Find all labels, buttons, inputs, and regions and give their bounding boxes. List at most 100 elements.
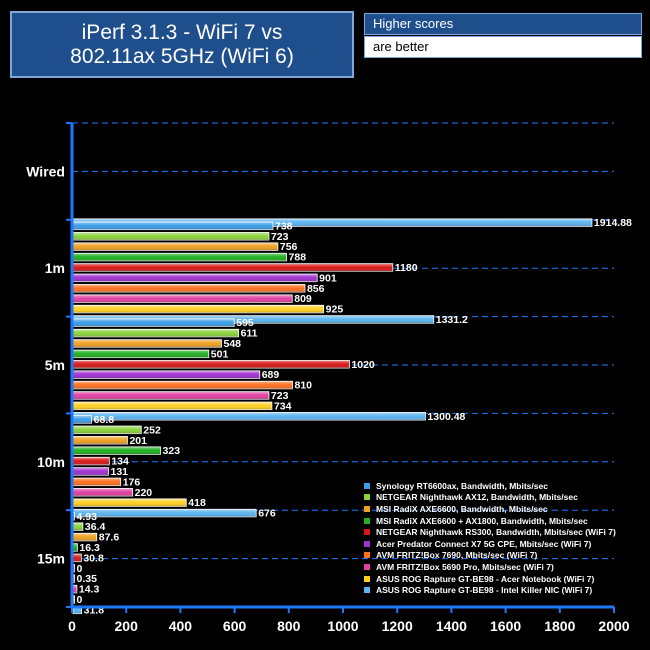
- bar-shine: [73, 415, 92, 424]
- bar-value-label: 501: [211, 348, 229, 360]
- bars-layer: [72, 218, 593, 615]
- bar-shine: [73, 595, 75, 604]
- bar-shine: [73, 446, 161, 455]
- bar-value-label: 131: [111, 466, 129, 478]
- category-label: 15m: [37, 551, 65, 567]
- bar-value-label: 548: [224, 338, 242, 350]
- legend-swatch: [364, 529, 370, 536]
- bar-value-label: 756: [280, 241, 298, 253]
- bar-shine: [73, 412, 426, 421]
- bar-value-label: 87.6: [99, 532, 120, 544]
- bar-shine: [73, 478, 121, 486]
- bar-shine: [73, 329, 239, 337]
- bar-value-label: 723: [271, 231, 289, 243]
- bar-shine: [73, 426, 142, 434]
- bar-shine: [73, 350, 209, 358]
- bar-shine: [73, 315, 434, 324]
- x-tick-label: 1800: [544, 618, 575, 634]
- legend-swatch: [364, 505, 370, 512]
- bar-shine: [73, 381, 293, 389]
- legend-label: NETGEAR Nighthawk AX12, Bandwidth, Mbits…: [376, 492, 578, 503]
- bar-shine: [73, 284, 305, 293]
- bar-shine: [73, 554, 82, 562]
- bar-shine: [73, 253, 287, 261]
- bar-shine: [73, 606, 82, 614]
- bar-value-label: 36.4: [85, 521, 106, 533]
- legend-label: MSI RadiX AXE6600 + AX1800, Bandwidth, M…: [376, 515, 588, 526]
- category-label: Wired: [26, 163, 65, 179]
- bar-value-label: 689: [262, 369, 280, 381]
- axis-layer: Wired 1m 5m 10m 15m 0 200 400 600 800 1000 1200 1400…: [26, 122, 630, 634]
- bar-value-label: 925: [326, 304, 344, 316]
- x-tick-label: 600: [223, 618, 247, 634]
- x-tick-label: 0: [68, 618, 76, 634]
- legend-swatch: [364, 517, 370, 524]
- legend-swatch: [364, 563, 370, 570]
- bar-value-label: 134: [111, 456, 129, 468]
- bar-value-label: 68.8: [94, 414, 115, 426]
- legend-item: AVM FRITZ!Box 5690 Pro, Mbits/sec (WiFi …: [364, 561, 644, 573]
- bar-value-label: 595: [236, 317, 254, 329]
- x-tick-label: 200: [115, 618, 139, 634]
- bar-shine: [73, 294, 293, 303]
- chart-legend: Synology RT6600ax, Bandwidth, Mbits/sec N…: [364, 480, 644, 596]
- bar-shine: [73, 391, 269, 400]
- bar-value-label: 611: [241, 328, 258, 340]
- legend-label: AVM FRITZ!Box 5690 Pro, Mbits/sec (WiFi …: [376, 561, 554, 572]
- bar-value-label: 1020: [351, 359, 375, 371]
- legend-label: ASUS ROG Rapture GT-BE98 - Intel Killer …: [376, 585, 593, 596]
- bar-value-label: 788: [289, 252, 307, 264]
- value-labels-layer: 1914.8873872375678811809018568099251331.…: [77, 217, 633, 616]
- bar-value-label: 1180: [395, 262, 418, 274]
- bar-shine: [73, 509, 257, 517]
- legend-swatch: [364, 540, 370, 547]
- legend-item: Synology RT6600ax, Bandwidth, Mbits/sec: [364, 480, 644, 492]
- bar-shine: [73, 222, 273, 230]
- bar-value-label: 809: [294, 293, 312, 305]
- legend-item: MSI RadiX AXE6600, Bandwidth, Mbits/sec: [364, 503, 644, 515]
- bar-value-label: 856: [307, 283, 325, 295]
- bar-value-label: 30.8: [83, 552, 104, 564]
- bar-value-label: 252: [143, 424, 161, 436]
- legend-label: Acer Predator Connect X7 5G CPE, Mbits/s…: [376, 538, 592, 549]
- bar-shine: [73, 488, 133, 497]
- bar-value-label: 14.3: [79, 584, 100, 596]
- bar-value-label: 1331.2: [436, 314, 468, 326]
- legend-swatch: [364, 494, 370, 501]
- legend-label: ASUS ROG Rapture GT-BE98 - Acer Notebook…: [376, 573, 595, 584]
- legend-item: NETGEAR Nighthawk RS300, Bandwidth, Mbit…: [364, 526, 644, 538]
- bar-shine: [73, 339, 222, 348]
- legend-swatch: [364, 587, 370, 594]
- bar-value-label: 1300.48: [427, 411, 465, 423]
- legend-swatch: [364, 575, 370, 582]
- x-tick-label: 1200: [382, 618, 413, 634]
- chart-title-line2: 802.11ax 5GHz (WiFi 6): [70, 44, 294, 68]
- bar-shine: [73, 318, 235, 327]
- bar-shine: [73, 263, 393, 272]
- bar-shine: [73, 360, 350, 369]
- bar-shine: [73, 436, 128, 445]
- bar-value-label: 0.35: [77, 573, 98, 585]
- bar-value-label: 220: [135, 487, 153, 499]
- bar-value-label: 418: [188, 497, 206, 509]
- legend-item: AVM FRITZ!Box 7690, Mbits/sec (WiFi 7): [364, 550, 644, 562]
- bar-shine: [73, 522, 83, 531]
- bar-value-label: 810: [295, 380, 313, 392]
- legend-label: Synology RT6600ax, Bandwidth, Mbits/sec: [376, 480, 548, 491]
- legend-label: NETGEAR Nighthawk RS300, Bandwidth, Mbit…: [376, 527, 616, 538]
- bar-value-label: 723: [271, 390, 289, 402]
- legend-item: NETGEAR Nighthawk AX12, Bandwidth, Mbits…: [364, 492, 644, 504]
- bar-shine: [73, 512, 75, 521]
- legend-swatch: [364, 552, 370, 559]
- category-label: 10m: [37, 454, 65, 470]
- are-better-note: are better: [364, 36, 642, 58]
- bar-value-label: 0: [77, 594, 83, 606]
- bar-value-label: 1914.88: [594, 217, 632, 229]
- bar-shine: [73, 242, 278, 251]
- bar-shine: [73, 467, 109, 476]
- bar-value-label: 901: [319, 272, 337, 284]
- x-tick-label: 2000: [598, 618, 629, 634]
- legend-item: ASUS ROG Rapture GT-BE98 - Intel Killer …: [364, 584, 644, 596]
- bar-shine: [73, 543, 78, 552]
